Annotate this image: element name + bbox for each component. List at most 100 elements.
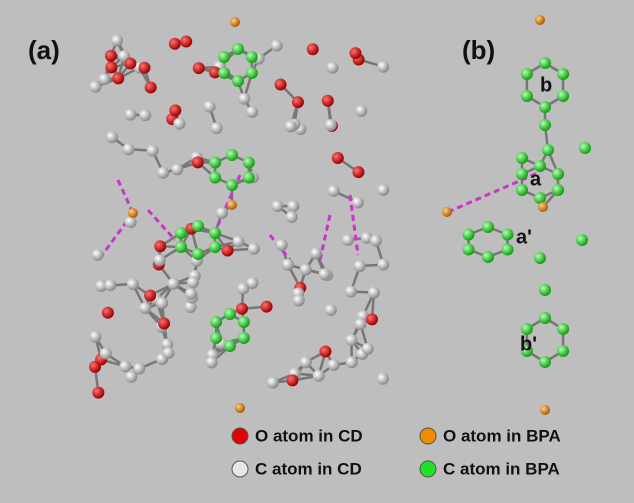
atom bbox=[552, 168, 565, 180]
atom bbox=[221, 244, 234, 257]
atom bbox=[377, 60, 390, 73]
atom bbox=[158, 317, 171, 330]
legend-swatch bbox=[231, 427, 249, 445]
atom bbox=[516, 152, 528, 164]
atom bbox=[576, 234, 588, 246]
atom bbox=[539, 119, 551, 131]
legend-swatch bbox=[419, 460, 437, 478]
atom bbox=[539, 312, 551, 324]
atom bbox=[319, 345, 332, 358]
atom bbox=[144, 289, 157, 302]
panel-label: (a) bbox=[28, 35, 60, 65]
legend-label: C atom in BPA bbox=[443, 459, 560, 478]
atom bbox=[344, 285, 357, 298]
atom bbox=[351, 196, 364, 209]
atom bbox=[245, 51, 258, 63]
atom bbox=[291, 96, 304, 109]
atom bbox=[539, 356, 551, 368]
atom bbox=[209, 156, 222, 169]
atom bbox=[538, 202, 548, 212]
atom bbox=[209, 171, 222, 184]
atom bbox=[146, 144, 159, 157]
atom bbox=[345, 334, 358, 347]
atom bbox=[579, 142, 591, 154]
legend-swatch bbox=[419, 427, 437, 445]
atom bbox=[349, 47, 362, 60]
atom bbox=[557, 323, 570, 335]
atom bbox=[299, 356, 312, 369]
atom bbox=[180, 35, 193, 48]
atom bbox=[89, 80, 102, 93]
atom bbox=[210, 122, 223, 135]
atom bbox=[331, 151, 344, 164]
atom bbox=[327, 184, 340, 197]
atom bbox=[281, 258, 294, 271]
atom bbox=[534, 252, 546, 264]
atom bbox=[535, 15, 545, 25]
atom bbox=[482, 221, 494, 233]
atom bbox=[275, 238, 288, 251]
atom bbox=[318, 268, 331, 281]
legend: O atom in CD O atom in BPA C atom in CD C a… bbox=[231, 426, 561, 478]
atom bbox=[360, 231, 373, 244]
atom bbox=[540, 405, 550, 415]
atom bbox=[352, 166, 365, 179]
atom bbox=[95, 279, 108, 292]
fragment-label: b bbox=[540, 74, 552, 96]
atom bbox=[353, 260, 366, 273]
atom bbox=[185, 287, 198, 300]
atom bbox=[104, 49, 117, 62]
atom bbox=[238, 92, 251, 105]
atom bbox=[227, 200, 237, 210]
hydrogen-bond bbox=[318, 214, 332, 261]
atom bbox=[520, 345, 533, 357]
atom bbox=[246, 105, 259, 118]
atom bbox=[539, 57, 551, 69]
atom bbox=[354, 318, 367, 331]
atom bbox=[520, 323, 533, 335]
hydrogen-bond bbox=[348, 194, 360, 256]
atom bbox=[139, 109, 152, 122]
atom bbox=[542, 144, 554, 156]
atom bbox=[122, 143, 135, 156]
atom bbox=[119, 360, 132, 373]
atom bbox=[138, 61, 151, 74]
atom bbox=[520, 90, 533, 102]
atom bbox=[482, 251, 494, 263]
atom bbox=[216, 206, 229, 219]
atom bbox=[266, 376, 279, 389]
atom bbox=[274, 78, 287, 91]
atom bbox=[175, 227, 188, 239]
atom bbox=[224, 340, 236, 352]
panel-label: (b) bbox=[462, 35, 495, 65]
atom bbox=[237, 332, 250, 344]
atom bbox=[286, 374, 299, 387]
atom bbox=[208, 241, 221, 253]
hydrogen-bond bbox=[146, 208, 177, 242]
atom bbox=[226, 179, 238, 191]
atom bbox=[312, 369, 325, 382]
atom bbox=[285, 210, 298, 223]
atom bbox=[557, 345, 570, 357]
atom bbox=[156, 297, 169, 310]
atom bbox=[369, 234, 382, 247]
legend-label: O atom in CD bbox=[255, 426, 363, 445]
atom bbox=[557, 90, 570, 102]
atom bbox=[133, 362, 146, 375]
atom bbox=[184, 300, 197, 313]
atom bbox=[124, 108, 137, 121]
atom bbox=[242, 171, 255, 184]
atom bbox=[292, 294, 305, 307]
atom bbox=[124, 216, 137, 229]
atom bbox=[534, 160, 546, 172]
legend-label: C atom in CD bbox=[255, 459, 362, 478]
atom bbox=[247, 242, 260, 255]
legend-label: O atom in BPA bbox=[443, 426, 561, 445]
atom bbox=[552, 184, 565, 196]
atom bbox=[520, 68, 533, 80]
atom bbox=[539, 101, 551, 113]
atom bbox=[271, 200, 284, 213]
atom bbox=[539, 284, 551, 296]
atom bbox=[154, 240, 167, 253]
atom bbox=[462, 243, 475, 256]
